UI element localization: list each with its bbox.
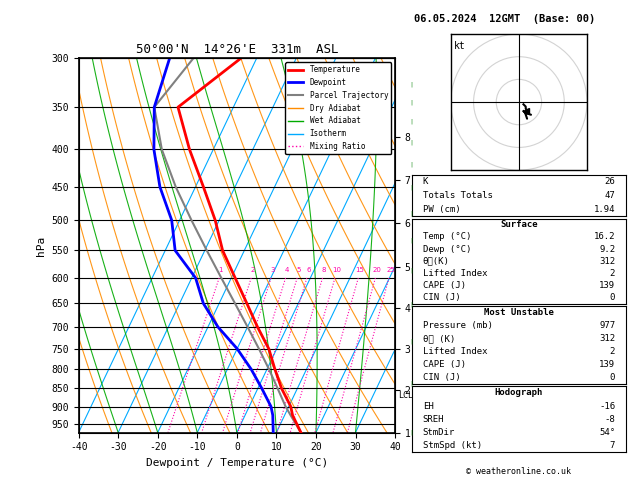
Text: 977: 977 — [599, 321, 615, 330]
Title: 50°00'N  14°26'E  331m  ASL: 50°00'N 14°26'E 331m ASL — [136, 43, 338, 56]
Text: |: | — [410, 339, 412, 344]
Text: Totals Totals: Totals Totals — [423, 191, 493, 200]
Text: 0: 0 — [610, 293, 615, 302]
Text: |: | — [410, 119, 412, 124]
Text: |: | — [410, 185, 412, 190]
Text: 4: 4 — [285, 267, 289, 273]
Text: 7: 7 — [610, 441, 615, 450]
Text: 8: 8 — [322, 267, 326, 273]
Text: 06.05.2024  12GMT  (Base: 00): 06.05.2024 12GMT (Base: 00) — [414, 14, 595, 24]
Text: |: | — [410, 210, 412, 216]
Text: Pressure (mb): Pressure (mb) — [423, 321, 493, 330]
Text: 20: 20 — [372, 267, 381, 273]
Text: |: | — [410, 82, 412, 87]
Text: 1.94: 1.94 — [594, 205, 615, 214]
Text: CIN (J): CIN (J) — [423, 373, 460, 382]
Text: 2: 2 — [610, 269, 615, 278]
Text: |: | — [410, 430, 412, 435]
Text: 2: 2 — [251, 267, 255, 273]
Text: 0: 0 — [610, 373, 615, 382]
Text: Temp (°C): Temp (°C) — [423, 232, 471, 242]
Text: θᴄ (K): θᴄ (K) — [423, 334, 455, 343]
Y-axis label: km
ASL: km ASL — [416, 237, 438, 254]
Text: © weatheronline.co.uk: © weatheronline.co.uk — [467, 467, 571, 476]
Text: 3: 3 — [270, 267, 275, 273]
Text: PW (cm): PW (cm) — [423, 205, 460, 214]
Text: 47: 47 — [604, 191, 615, 200]
Text: kt: kt — [454, 41, 465, 51]
Text: 10: 10 — [332, 267, 341, 273]
Text: 1: 1 — [219, 267, 223, 273]
Text: StmSpd (kt): StmSpd (kt) — [423, 441, 482, 450]
Text: CAPE (J): CAPE (J) — [423, 360, 465, 369]
Text: |: | — [410, 268, 412, 274]
Y-axis label: hPa: hPa — [36, 235, 46, 256]
Text: LCL: LCL — [398, 391, 413, 400]
Text: -16: -16 — [599, 401, 615, 411]
Text: 312: 312 — [599, 334, 615, 343]
Text: CIN (J): CIN (J) — [423, 293, 460, 302]
Text: 139: 139 — [599, 360, 615, 369]
Text: 25: 25 — [386, 267, 395, 273]
Text: 5: 5 — [297, 267, 301, 273]
Text: 15: 15 — [355, 267, 364, 273]
Text: θᴄ(K): θᴄ(K) — [423, 257, 450, 266]
Text: |: | — [410, 100, 412, 105]
Text: 54°: 54° — [599, 428, 615, 437]
Text: Most Unstable: Most Unstable — [484, 308, 554, 317]
Text: |: | — [410, 238, 412, 243]
Text: StmDir: StmDir — [423, 428, 455, 437]
Text: |: | — [410, 381, 412, 386]
X-axis label: Dewpoint / Temperature (°C): Dewpoint / Temperature (°C) — [146, 458, 328, 468]
Text: K: K — [423, 177, 428, 186]
Text: Lifted Index: Lifted Index — [423, 347, 487, 356]
Text: 9.2: 9.2 — [599, 244, 615, 254]
Text: Dewp (°C): Dewp (°C) — [423, 244, 471, 254]
Text: Surface: Surface — [500, 220, 538, 229]
Legend: Temperature, Dewpoint, Parcel Trajectory, Dry Adiabat, Wet Adiabat, Isotherm, Mi: Temperature, Dewpoint, Parcel Trajectory… — [285, 62, 391, 154]
Text: 2: 2 — [610, 347, 615, 356]
Text: 139: 139 — [599, 281, 615, 290]
Text: Hodograph: Hodograph — [495, 388, 543, 398]
Text: |: | — [410, 139, 412, 145]
Text: EH: EH — [423, 401, 433, 411]
Text: CAPE (J): CAPE (J) — [423, 281, 465, 290]
Text: |: | — [410, 161, 412, 167]
Text: 26: 26 — [604, 177, 615, 186]
Text: Lifted Index: Lifted Index — [423, 269, 487, 278]
Text: 16.2: 16.2 — [594, 232, 615, 242]
Text: 6: 6 — [306, 267, 311, 273]
Text: |: | — [410, 301, 412, 307]
Text: 312: 312 — [599, 257, 615, 266]
Text: SREH: SREH — [423, 415, 444, 424]
Text: -8: -8 — [604, 415, 615, 424]
